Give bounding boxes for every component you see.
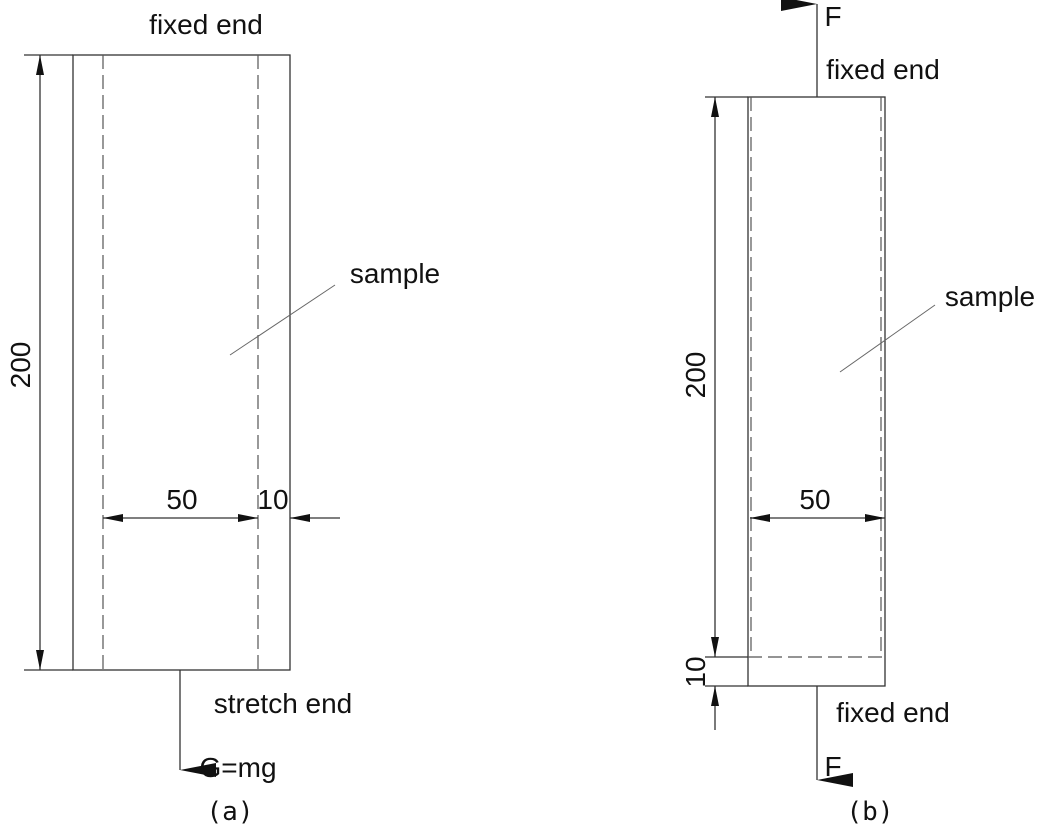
margin-dim: 10 <box>680 656 711 687</box>
caption: (b) <box>847 797 894 827</box>
sample-rect <box>747 96 886 687</box>
bottom-label: fixed end <box>836 697 950 728</box>
sample-rect <box>72 54 291 671</box>
height-dim: 200 <box>5 342 36 389</box>
force-label: F <box>824 751 841 782</box>
top-label: fixed end <box>149 9 263 40</box>
panel-b: 200 10 F fixed end sample 50 fixed end F… <box>680 0 1035 827</box>
height-dim: 200 <box>680 352 711 399</box>
load-label: G=mg <box>199 752 276 783</box>
caption: (a) <box>207 797 254 827</box>
bottom-label: stretch end <box>214 688 353 719</box>
sample-label: sample <box>945 281 1035 312</box>
margin-dim: 10 <box>257 484 288 515</box>
width-dim: 50 <box>799 484 830 515</box>
sample-label: sample <box>350 258 440 289</box>
top-label: fixed end <box>826 54 940 85</box>
leader <box>839 304 936 373</box>
leader <box>229 284 336 356</box>
width-dim: 50 <box>166 484 197 515</box>
force-label: F <box>824 1 841 32</box>
panel-a: 200 fixed end sample 50 10 stretch end G… <box>5 9 440 827</box>
